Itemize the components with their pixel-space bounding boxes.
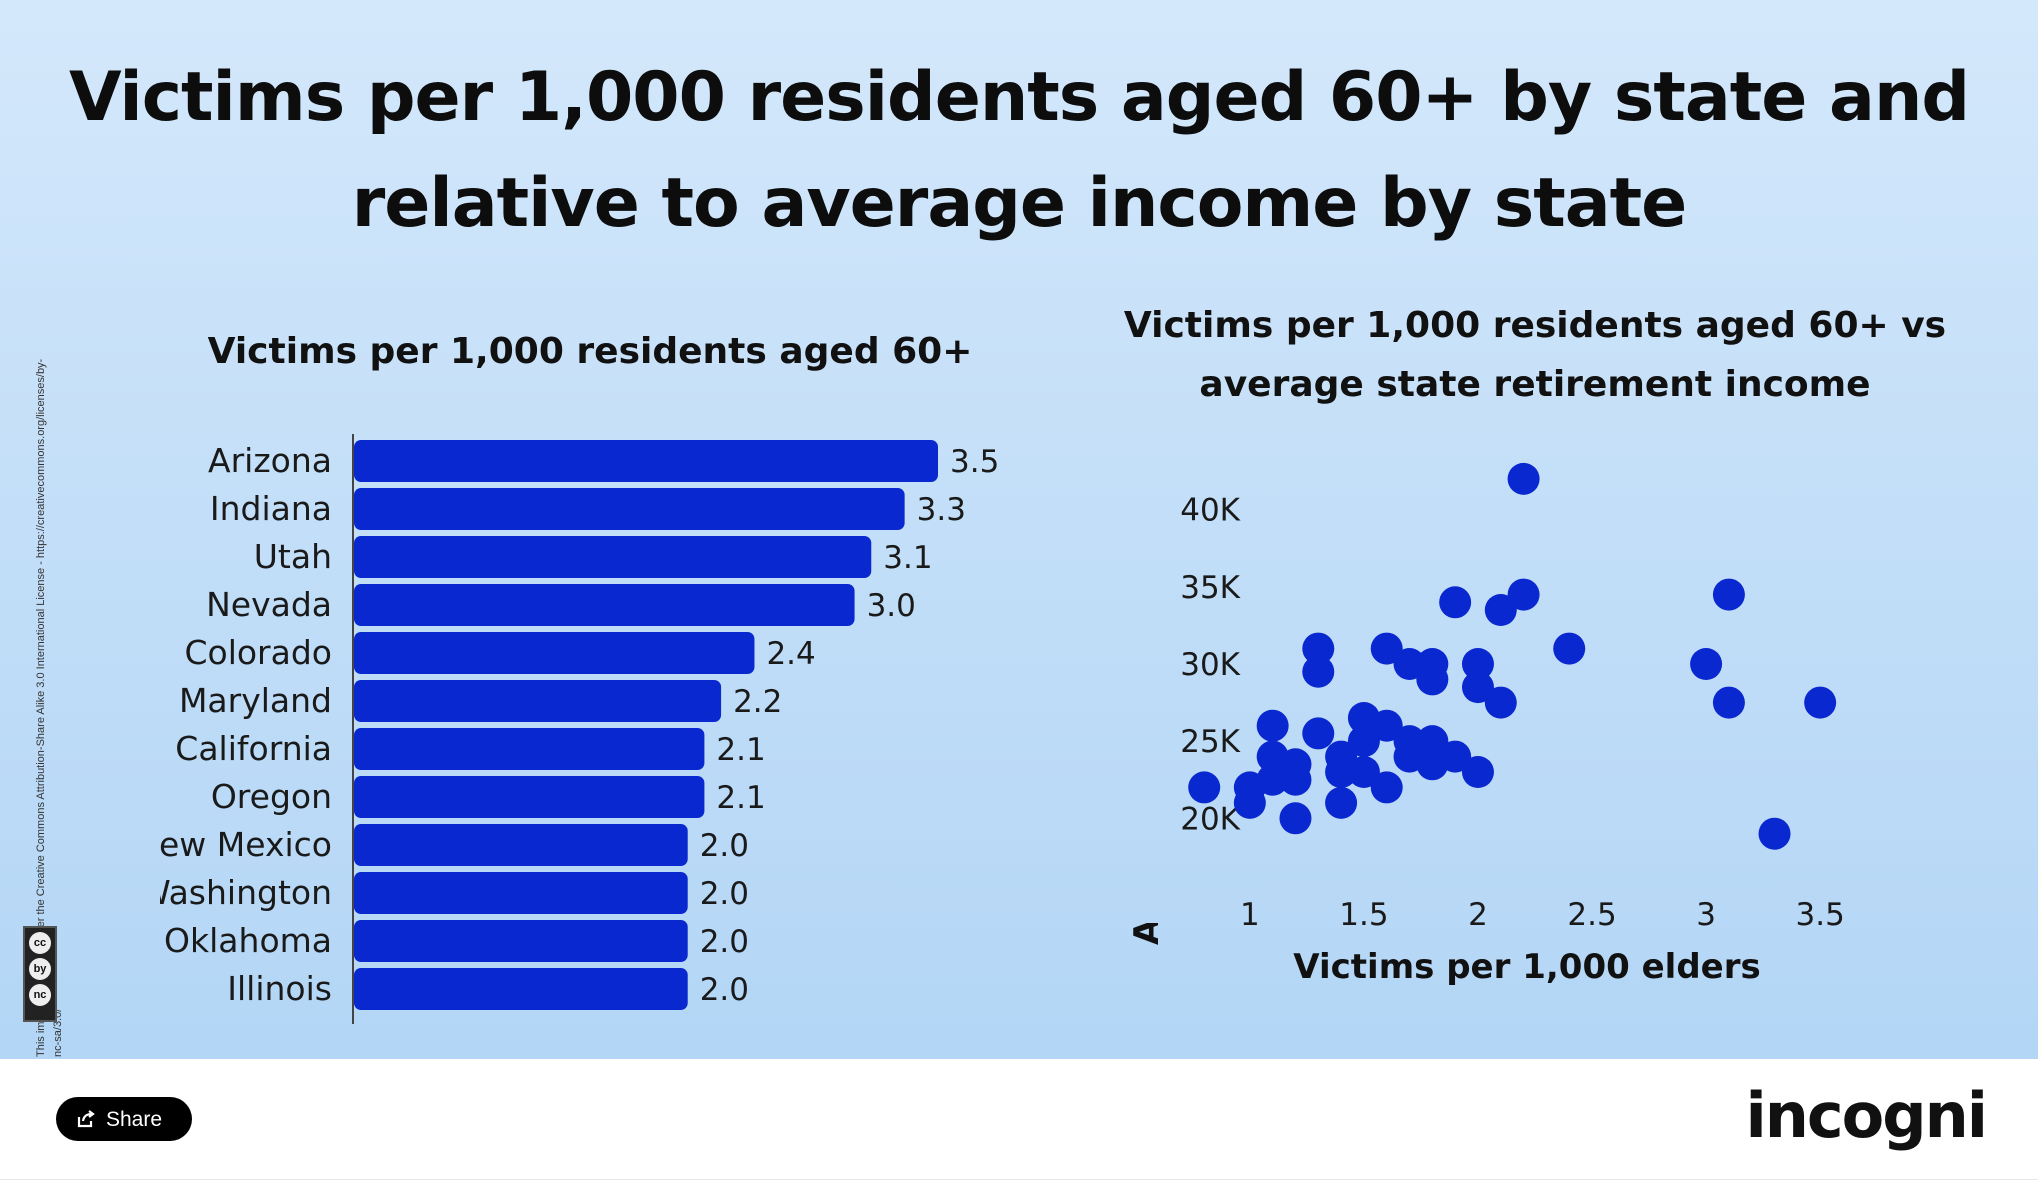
bar-washington [354, 872, 688, 914]
scatter-chart-title: Victims per 1,000 residents aged 60+ vs … [1123, 305, 1947, 405]
bar-oregon [354, 776, 705, 818]
share-button[interactable]: Share [56, 1097, 192, 1141]
bar-value-label: 2.1 [716, 780, 765, 816]
scatter-point [1553, 632, 1586, 665]
bar-arizona [354, 440, 938, 482]
scatter-point [1461, 671, 1494, 704]
scatter-point [1302, 717, 1335, 750]
bar-category-label: California [175, 729, 332, 768]
infographic-card: Victims per 1,000 residents aged 60+ by … [0, 0, 2038, 1059]
scatter-point [1461, 648, 1494, 680]
bar-chart-title: Victims per 1,000 residents aged 60+ [207, 331, 973, 372]
scatter-x-tick-label: 2.5 [1567, 897, 1616, 933]
scatter-point [1347, 756, 1380, 788]
scatter-point [1302, 655, 1335, 688]
scatter-point [1758, 817, 1791, 850]
share-icon [77, 1110, 95, 1128]
bar-value-label: 2.4 [766, 636, 815, 672]
scatter-point [1370, 709, 1403, 742]
scatter-point [1507, 462, 1540, 495]
scatter-point [1370, 771, 1403, 804]
scatter-point [1325, 740, 1358, 773]
bar-category-label: Utah [254, 537, 332, 576]
share-label: Share [106, 1108, 163, 1131]
scatter-point [1461, 756, 1494, 788]
footer: Share incogni [0, 1059, 2038, 1180]
bar-value-label: 3.5 [950, 444, 999, 480]
bar-value-label: 3.0 [867, 588, 916, 624]
bar-category-label: Washington [138, 873, 332, 912]
bar-utah [354, 536, 872, 578]
bar-maryland [354, 680, 722, 722]
bar-category-label: Nevada [206, 585, 332, 624]
scatter-point [1416, 663, 1449, 696]
scatter-point [1279, 802, 1312, 835]
bar-new-mexico [354, 824, 688, 866]
bar-category-label: Colorado [184, 633, 332, 672]
bar-value-label: 3.3 [917, 492, 966, 528]
bar-value-label: 2.0 [700, 924, 749, 960]
bar-category-label: New Mexico [134, 825, 332, 864]
bar-illinois [354, 968, 688, 1010]
scatter-x-tick-label: 1 [1240, 897, 1260, 933]
scatter-y-tick-label: 40K [1180, 493, 1240, 529]
scatter-point [1393, 648, 1426, 680]
bar-category-label: Oklahoma [164, 921, 332, 960]
scatter-point [1484, 686, 1517, 719]
bar-colorado [354, 632, 755, 674]
scatter-point [1507, 578, 1540, 611]
bar-nevada [354, 584, 855, 626]
bar-value-label: 2.0 [700, 876, 749, 912]
bar-value-label: 3.1 [883, 540, 932, 576]
scatter-x-tick-label: 1.5 [1339, 897, 1388, 933]
scatter-x-tick-label: 3 [1696, 897, 1716, 933]
bar-chart: Arizona 3.5 Indiana 3.3 Utah 3.1 Nevada 3.0 Colo… [134, 434, 999, 1024]
scatter-point [1484, 594, 1517, 626]
bar-value-label: 2.0 [700, 828, 749, 864]
scatter-point [1804, 686, 1837, 719]
scatter-point [1233, 786, 1266, 819]
bar-category-label: Oregon [211, 777, 332, 816]
bar-california [354, 728, 705, 770]
bar-category-label: Maryland [179, 681, 332, 720]
scatter-y-tick-label: 35K [1180, 570, 1240, 606]
creative-commons-icon: cc by nc [23, 926, 57, 1022]
scatter-point [1188, 771, 1221, 804]
bar-category-label: Arizona [208, 441, 332, 480]
bar-category-label: Illinois [227, 969, 332, 1008]
scatter-point [1279, 763, 1312, 796]
scatter-y-tick-label: 30K [1180, 647, 1240, 683]
scatter-point [1256, 763, 1289, 796]
scatter-point [1256, 709, 1289, 742]
scatter-x-axis-label: Victims per 1,000 elders [1293, 947, 1760, 987]
bar-category-label: Indiana [210, 489, 332, 528]
bar-value-label: 2.2 [733, 684, 782, 720]
bar-oklahoma [354, 920, 688, 962]
scatter-point [1712, 578, 1745, 611]
scatter-point [1712, 686, 1745, 719]
scatter-point [1439, 586, 1472, 619]
scatter-point [1302, 632, 1335, 665]
scatter-y-axis-label: Average retirement income [1127, 420, 1167, 945]
bar-value-label: 2.1 [716, 732, 765, 768]
scatter-point [1416, 725, 1449, 758]
scatter-x-tick-label: 2 [1468, 897, 1488, 933]
main-title: Victims per 1,000 residents aged 60+ by … [68, 58, 1970, 243]
scatter-x-tick-label: 3.5 [1796, 897, 1845, 933]
bar-indiana [354, 488, 905, 530]
scatter-y-tick-label: 20K [1180, 801, 1240, 837]
scatter-point [1347, 725, 1380, 758]
scatter-y-tick-label: 25K [1180, 724, 1240, 760]
scatter-point [1439, 740, 1472, 773]
scatter-point [1370, 632, 1403, 665]
scatter-chart: 1 1.5 2 2.5 3 3.5 20K 25K 30K 35K 40K Victims per 1… [1127, 420, 1845, 987]
scatter-point [1690, 648, 1723, 680]
bar-value-label: 2.0 [700, 972, 749, 1008]
scatter-point [1325, 786, 1358, 819]
incogni-logo[interactable]: incogni [1745, 1079, 1988, 1152]
